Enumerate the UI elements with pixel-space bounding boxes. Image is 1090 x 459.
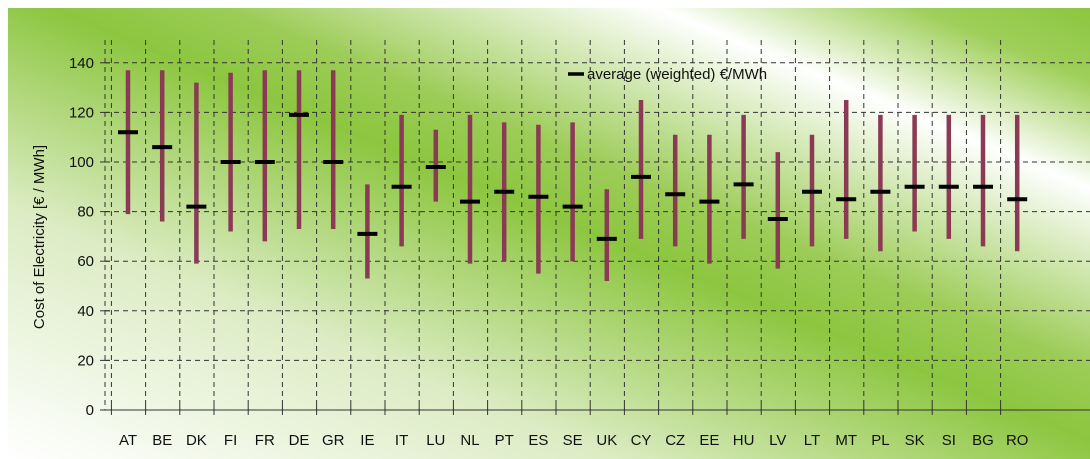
legend-average-label: average (weighted) €/MWh — [587, 66, 767, 83]
y-tick-label: 60 — [77, 253, 94, 270]
x-tick-label: NL — [460, 432, 479, 449]
x-tick-labels: AT BE DK FI FR DE GR IE IT LU NL PT ES SE UK CY CZ EE HU LV… — [119, 432, 1028, 449]
chart-background — [8, 8, 1090, 459]
x-tick-label: UK — [596, 432, 617, 449]
x-tick-label: PL — [871, 432, 889, 449]
y-tick-label: 40 — [77, 303, 94, 320]
x-tick-label: LT — [804, 432, 820, 449]
x-tick-label: MT — [835, 432, 857, 449]
x-tick-label: FR — [255, 432, 275, 449]
x-tick-label: CZ — [665, 432, 685, 449]
x-tick-label: GR — [322, 432, 345, 449]
y-tick-label: 20 — [77, 352, 94, 369]
range-bars — [125, 70, 1020, 282]
y-tick-label: 0 — [86, 402, 94, 419]
x-tick-label: LU — [426, 432, 445, 449]
x-tick-label: BE — [152, 432, 172, 449]
grid — [105, 40, 1090, 410]
x-tick-label: ES — [528, 432, 548, 449]
y-axis-title: Cost of Electricity [€ / MWh] — [31, 145, 48, 329]
average-markers — [118, 112, 1028, 241]
x-tick-label: HU — [733, 432, 755, 449]
y-tick-label: 140 — [69, 55, 94, 72]
x-tick-label: SK — [905, 432, 925, 449]
x-tick-label: SI — [942, 432, 956, 449]
x-tick-label: EE — [699, 432, 719, 449]
x-tick-label: RO — [1006, 432, 1029, 449]
x-tick-label: IT — [395, 432, 408, 449]
x-tick-label: DE — [289, 432, 310, 449]
y-tick-label: 100 — [69, 154, 94, 171]
y-tick-label: 80 — [77, 204, 94, 221]
legend: average (weighted) €/MWh — [568, 66, 767, 83]
x-tick-label: IE — [360, 432, 374, 449]
x-tick-label: LV — [769, 432, 786, 449]
x-tick-label: BG — [972, 432, 994, 449]
x-tick-label: DK — [186, 432, 207, 449]
y-tick-label: 120 — [69, 104, 94, 121]
x-tick-label: FI — [224, 432, 237, 449]
x-tick-label: AT — [119, 432, 137, 449]
axes — [100, 40, 1090, 415]
x-tick-label: PT — [495, 432, 514, 449]
x-tick-label: CY — [631, 432, 652, 449]
x-tick-label: SE — [563, 432, 583, 449]
y-tick-labels: 0 20 40 60 80 100 120 140 — [69, 55, 94, 419]
